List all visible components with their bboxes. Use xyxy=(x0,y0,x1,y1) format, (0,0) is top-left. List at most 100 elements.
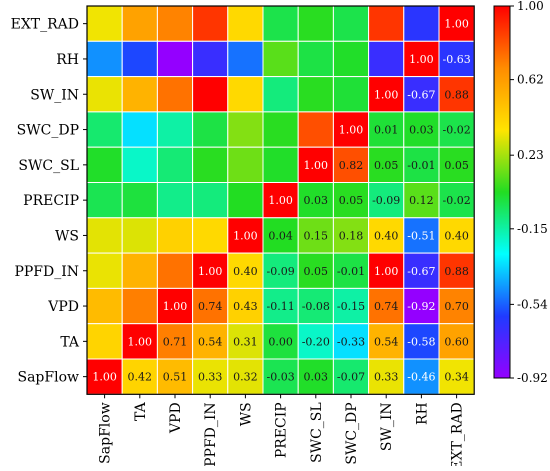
heatmap-cell-value: 0.33 xyxy=(198,371,223,384)
heatmap-cell-ta-swc-dp xyxy=(332,323,370,360)
heatmap-cell-rh-precip xyxy=(262,40,299,78)
heatmap-cell-sw-in-vpd xyxy=(156,76,194,113)
heatmap-cell-value: -0.01 xyxy=(337,265,365,278)
y-axis-tick-labels: EXT_RAD RH SW_IN SWC_DP SWC_SL PRECIP WS PPFD_I… xyxy=(11,17,87,386)
x-tick-label: SW_IN xyxy=(379,402,395,451)
heatmap-cell-value: 0.60 xyxy=(444,335,469,348)
heatmap-cell-vpd-rh xyxy=(403,287,440,325)
y-tick-label: SapFlow xyxy=(17,370,79,386)
heatmap-cell-value: 0.18 xyxy=(339,229,364,242)
heatmap-cell-value: -0.67 xyxy=(407,265,435,278)
heatmap-cell-rh-ws xyxy=(227,40,264,78)
heatmap-cell-sw-in-ppfd-in xyxy=(192,76,229,113)
heatmap-cell-ppfd-in-swc-dp xyxy=(332,252,370,289)
heatmap-cell-swc-sl-ext-rad xyxy=(438,146,475,183)
heatmap-cell-ws-ta xyxy=(121,217,158,254)
heatmap-cell-ta-ppfd-in xyxy=(192,323,229,360)
heatmap-cell-value: 0.42 xyxy=(128,371,153,384)
heatmap-cell-value: 0.40 xyxy=(444,229,469,242)
colorbar-tick-label: -0.92 xyxy=(517,371,548,385)
heatmap-cell-value: 0.03 xyxy=(304,371,329,384)
heatmap-cell-sapflow-ta xyxy=(121,358,158,395)
heatmap-cell-vpd-sapflow xyxy=(86,287,123,325)
heatmap-cell-value: -0.20 xyxy=(302,335,330,348)
heatmap-cell-sw-in-sw-in xyxy=(368,76,405,113)
heatmap-cell-value: 0.74 xyxy=(374,300,399,313)
heatmap-cell-vpd-ext-rad xyxy=(438,287,475,325)
heatmap-cell-rh-ta xyxy=(121,40,158,78)
heatmap-cell-value: 0.00 xyxy=(268,335,293,348)
heatmap-cell-value: 1.00 xyxy=(233,229,258,242)
heatmap-cell-value: -0.07 xyxy=(337,371,365,384)
heatmap-cell-vpd-swc-dp xyxy=(332,287,370,325)
heatmap-cell-value: 0.33 xyxy=(374,371,399,384)
heatmap-cell-precip-precip xyxy=(262,182,299,219)
heatmap-cell-precip-sw-in xyxy=(368,182,405,219)
heatmap-cell-value: 1.00 xyxy=(198,265,223,278)
y-tick-label: PRECIP xyxy=(23,193,79,209)
heatmap-cell-ws-rh xyxy=(403,217,440,254)
heatmap-cell-value: 0.51 xyxy=(163,371,188,384)
heatmap-cell-rh-vpd xyxy=(156,40,194,78)
heatmap-cell-rh-sapflow xyxy=(86,40,123,78)
heatmap-cell-value: -0.33 xyxy=(337,335,365,348)
heatmap-cell-value: 0.43 xyxy=(233,300,258,313)
heatmap-cell-value: 1.00 xyxy=(374,88,399,101)
x-tick-label: PRECIP xyxy=(274,402,290,458)
heatmap-cell-ext-rad-ws xyxy=(227,5,264,42)
heatmap-cell-value: -0.02 xyxy=(442,124,470,137)
heatmap-cell-value: -0.51 xyxy=(407,229,435,242)
heatmap-cell-swc-dp-sw-in xyxy=(368,111,405,148)
heatmap-cell-value: 0.40 xyxy=(374,229,399,242)
heatmap-cell-ppfd-in-ta xyxy=(121,252,158,289)
heatmap-cell-rh-ext-rad xyxy=(438,40,475,78)
heatmap-cell-ext-rad-ppfd-in xyxy=(192,5,229,42)
x-tick-label: EXT_RAD xyxy=(450,402,466,466)
heatmap-cell-value: 0.31 xyxy=(233,335,258,348)
x-tick-label: VPD xyxy=(168,402,184,434)
heatmap-cell-sw-in-ws xyxy=(227,76,264,113)
y-tick-label: SW_IN xyxy=(30,87,79,103)
heatmap-cell-ext-rad-ta xyxy=(121,5,158,42)
heatmap-cell-ws-swc-dp xyxy=(332,217,370,254)
colorbar-tick-label: 0.62 xyxy=(517,73,544,87)
heatmap-cell-swc-sl-sapflow xyxy=(86,146,123,183)
heatmap-cell-value: -0.67 xyxy=(407,88,435,101)
heatmap-cell-value: -0.46 xyxy=(407,371,435,384)
heatmap-cell-vpd-swc-sl xyxy=(297,287,334,325)
heatmap-cell-ws-vpd xyxy=(156,217,194,254)
heatmap-cell-ppfd-in-ext-rad xyxy=(438,252,475,289)
heatmap-cell-precip-ta xyxy=(121,182,158,219)
x-tick-label: RH xyxy=(414,402,430,425)
heatmap-cell-sapflow-rh xyxy=(403,358,440,395)
heatmap-cell-value: -0.09 xyxy=(372,194,400,207)
heatmap-cell-ext-rad-sw-in xyxy=(368,5,405,42)
heatmap-cell-swc-sl-sw-in xyxy=(368,146,405,183)
heatmap-cell-ext-rad-sapflow xyxy=(86,5,123,42)
colorbar-tick-label: -0.54 xyxy=(517,297,548,311)
heatmap-cell-value: -0.08 xyxy=(302,300,330,313)
y-tick-label: WS xyxy=(55,228,79,244)
heatmap-cell-value: 0.71 xyxy=(163,335,188,348)
heatmap-cell-sw-in-precip xyxy=(262,76,299,113)
heatmap-cell-value: 1.00 xyxy=(409,53,434,66)
heatmap-cell-value: -0.02 xyxy=(442,194,470,207)
heatmap-cell-precip-ext-rad xyxy=(438,182,475,219)
heatmap-cell-ta-ws xyxy=(227,323,264,360)
heatmap-cell-swc-dp-ppfd-in xyxy=(192,111,229,148)
y-tick-label: SWC_DP xyxy=(17,123,79,139)
heatmap-cell-value: -0.15 xyxy=(337,300,365,313)
heatmap-cell-value: 0.05 xyxy=(304,265,329,278)
heatmap-cell-rh-swc-sl xyxy=(297,40,334,78)
heatmap-cell-ext-rad-precip xyxy=(262,5,299,42)
heatmap-cell-value: 0.88 xyxy=(444,88,469,101)
heatmap-cell-value: 1.00 xyxy=(304,159,329,172)
heatmap-cell-ws-sapflow xyxy=(86,217,123,254)
x-tick-label: PPFD_IN xyxy=(203,402,219,466)
heatmap-cell-sapflow-sw-in xyxy=(368,358,405,395)
heatmap-cell-ppfd-in-ppfd-in xyxy=(192,252,229,289)
heatmap-cell-swc-sl-vpd xyxy=(156,146,194,183)
heatmap-cell-sw-in-ta xyxy=(121,76,158,113)
